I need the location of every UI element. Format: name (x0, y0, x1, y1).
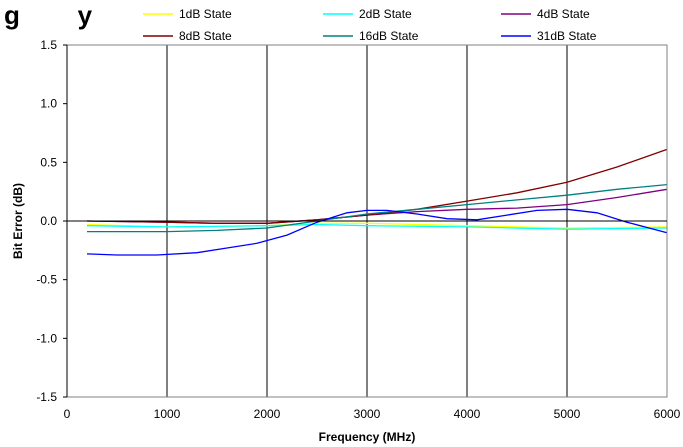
legend-item-5: 16dB State (323, 29, 419, 43)
y-tick-label: 1.5 (40, 38, 57, 52)
y-tick-label: 1.0 (40, 97, 57, 111)
series-line-4 (86, 148, 668, 224)
legend-item-4: 8dB State (143, 29, 232, 43)
y-axis-title: Bit Error (dB) (11, 183, 25, 259)
legend-label: 16dB State (359, 29, 419, 43)
x-tick-label: 0 (64, 407, 71, 421)
legend-item-2: 2dB State (323, 7, 412, 21)
x-tick-label: 5000 (554, 407, 581, 421)
tick-labels: -1.5 -1.0 -0.5 0.0 0.5 1.0 1.5 0 1000 2000 3000 400… (36, 38, 680, 421)
x-tick-label: 6000 (654, 407, 681, 421)
series-line-2 (86, 223, 668, 230)
x-tick-label: 3000 (354, 407, 381, 421)
x-tick-label: 4000 (454, 407, 481, 421)
legend-item-6: 31dB State (501, 29, 597, 43)
legend-label: 4dB State (537, 7, 590, 21)
series-line-6 (86, 208, 668, 256)
y-tick-label: 0.0 (40, 214, 57, 228)
x-axis-title: Frequency (MHz) (319, 430, 416, 444)
legend-item-3: 4dB State (501, 7, 590, 21)
legend-label: 8dB State (179, 29, 232, 43)
x-tick-label: 1000 (154, 407, 181, 421)
legend: 1dB State 2dB State 4dB State 8dB State 16dB… (143, 7, 597, 43)
legend-item-1: 1dB State (143, 7, 232, 21)
series-line-3 (86, 188, 668, 224)
series-line-5 (87, 183, 668, 233)
chart-title: g y (4, 0, 93, 30)
y-tick-label: -0.5 (36, 273, 57, 287)
legend-label: 2dB State (359, 7, 412, 21)
legend-label: 1dB State (179, 7, 232, 21)
x-tick-label: 2000 (254, 407, 281, 421)
y-tick-label: 0.5 (40, 155, 57, 169)
y-tick-label: -1.0 (36, 331, 57, 345)
axes (63, 44, 668, 398)
legend-label: 31dB State (537, 29, 597, 43)
series-layer (86, 148, 668, 256)
y-tick-label: -1.5 (36, 390, 57, 404)
